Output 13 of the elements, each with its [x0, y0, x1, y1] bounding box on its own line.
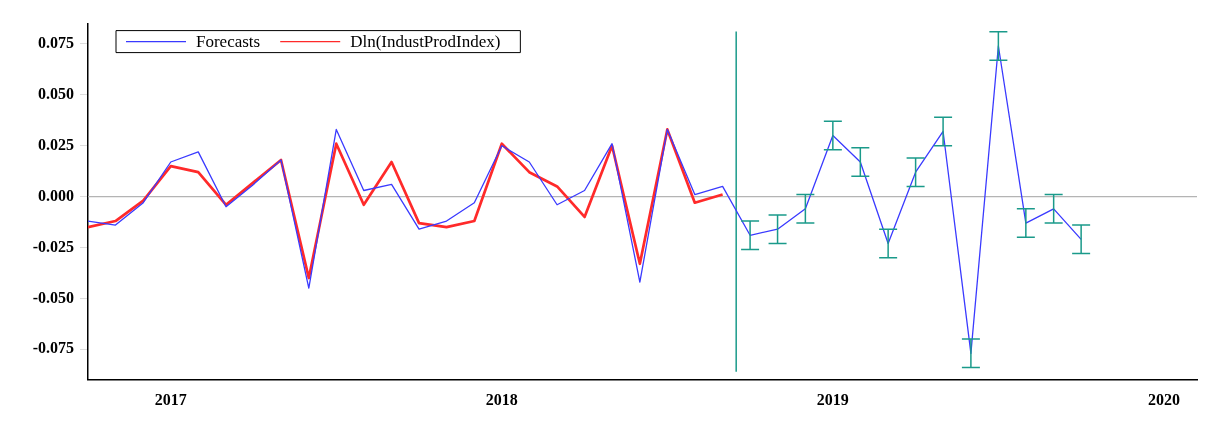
- y-tick-label: -0.075: [32, 339, 74, 357]
- x-tick-label: 2018: [485, 390, 518, 408]
- legend-label: Dln(IndustProdIndex): [350, 32, 501, 52]
- x-tick-label: 2017: [154, 390, 187, 408]
- y-tick-label: 0.075: [38, 34, 74, 52]
- x-tick-label: 2020: [1147, 390, 1180, 408]
- y-tick-label: 0.025: [38, 135, 74, 153]
- y-tick-label: -0.050: [32, 288, 74, 306]
- x-tick-label: 2019: [816, 390, 849, 408]
- y-tick-label: 0.000: [38, 186, 74, 204]
- legend-label: Forecasts: [196, 32, 261, 52]
- y-tick-label: -0.025: [32, 237, 74, 255]
- y-tick-label: 0.050: [38, 84, 74, 102]
